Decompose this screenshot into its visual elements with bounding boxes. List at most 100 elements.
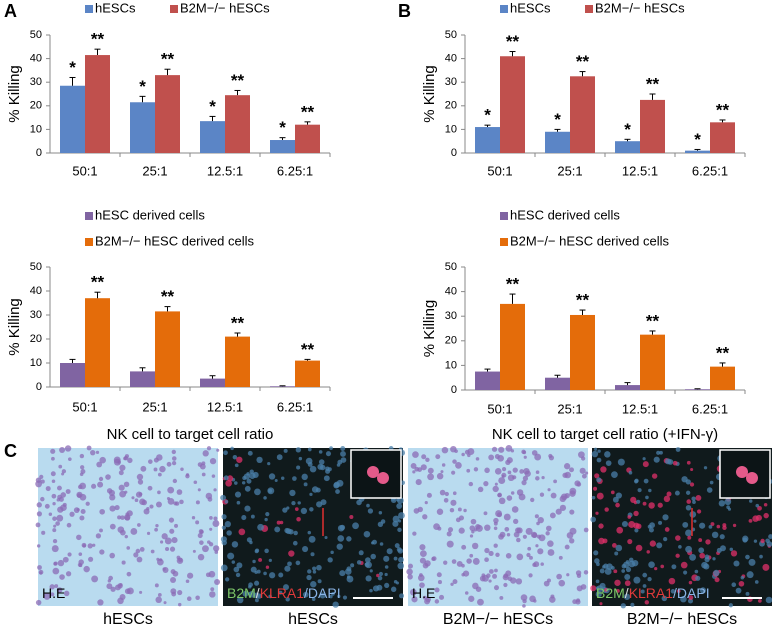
cell xyxy=(703,563,709,569)
cell xyxy=(210,458,216,464)
cell xyxy=(329,446,333,450)
cell xyxy=(567,532,574,539)
error-bar xyxy=(165,307,171,312)
image-caption: B2M−/− hESCs xyxy=(443,611,553,628)
cell xyxy=(284,449,288,453)
cell xyxy=(171,537,177,543)
cell xyxy=(412,531,416,535)
cell xyxy=(52,502,55,505)
cell xyxy=(316,565,322,571)
cell xyxy=(287,561,292,566)
cell xyxy=(664,496,670,502)
cell xyxy=(493,486,499,492)
cell xyxy=(453,579,458,584)
cell xyxy=(759,555,763,559)
cell xyxy=(96,533,101,538)
error-bar xyxy=(280,138,286,140)
legend-swatch xyxy=(85,5,93,13)
cell xyxy=(418,575,425,582)
cell xyxy=(643,502,647,506)
cell xyxy=(167,487,174,494)
cell xyxy=(593,487,597,491)
cell xyxy=(133,552,138,557)
cell xyxy=(498,534,504,540)
cell xyxy=(170,588,176,594)
cell xyxy=(127,588,134,595)
cell xyxy=(654,457,660,463)
cell xyxy=(690,468,693,471)
cell xyxy=(594,448,597,451)
y-tick-label: 40 xyxy=(445,286,457,298)
cell xyxy=(340,446,345,451)
cell xyxy=(756,515,762,521)
cell xyxy=(499,498,506,505)
cell xyxy=(36,600,41,605)
cell xyxy=(120,594,126,600)
cell xyxy=(530,498,534,502)
error-bar xyxy=(650,331,656,335)
stain-part: /DAPI xyxy=(673,585,710,601)
cell xyxy=(406,568,413,575)
cell xyxy=(686,505,692,511)
cell xyxy=(97,482,103,488)
cell xyxy=(681,476,687,482)
cell xyxy=(158,473,162,477)
cell xyxy=(686,491,690,495)
cell xyxy=(484,557,489,562)
x-tick-label: 50:1 xyxy=(72,163,97,178)
cell xyxy=(644,479,649,484)
cell xyxy=(431,557,435,561)
y-tick-label: 0 xyxy=(451,384,457,396)
error-bar xyxy=(720,120,726,122)
significance-label: ** xyxy=(506,275,520,294)
cell xyxy=(52,479,56,483)
cell xyxy=(160,540,163,543)
cell xyxy=(52,494,57,499)
cell xyxy=(540,562,544,566)
error-bar xyxy=(510,294,516,304)
cell xyxy=(66,489,71,494)
cell xyxy=(119,465,125,471)
cell xyxy=(266,566,269,569)
cell xyxy=(604,451,610,457)
cell xyxy=(248,451,253,456)
cell xyxy=(696,495,702,501)
y-tick-label: 20 xyxy=(30,333,42,345)
cell xyxy=(549,596,555,602)
error-bar xyxy=(95,292,101,298)
error-bar xyxy=(210,376,216,379)
cell xyxy=(584,528,589,533)
cell xyxy=(758,599,762,603)
cell xyxy=(364,531,371,538)
cell xyxy=(343,595,347,599)
cell xyxy=(521,594,528,601)
cell xyxy=(206,493,213,500)
cell xyxy=(334,482,340,488)
cell xyxy=(471,530,474,533)
cell xyxy=(274,527,280,533)
cell xyxy=(533,599,536,602)
cell xyxy=(504,527,509,532)
cell xyxy=(349,515,353,519)
cell xyxy=(263,572,267,576)
cell xyxy=(705,539,710,544)
cell xyxy=(667,492,672,497)
cell xyxy=(99,528,103,532)
cell xyxy=(172,461,176,465)
cell xyxy=(569,490,575,496)
cell xyxy=(427,473,434,480)
cell xyxy=(173,571,179,577)
cell xyxy=(309,536,316,543)
cell xyxy=(710,481,714,485)
cell xyxy=(669,578,676,585)
cell xyxy=(523,535,527,539)
bar xyxy=(710,122,735,153)
cell xyxy=(645,600,649,604)
bar xyxy=(500,304,525,390)
cell xyxy=(611,471,618,478)
cell xyxy=(453,491,457,495)
cell xyxy=(689,511,696,518)
cell xyxy=(503,574,509,580)
cell xyxy=(629,471,633,475)
cell xyxy=(220,495,226,501)
